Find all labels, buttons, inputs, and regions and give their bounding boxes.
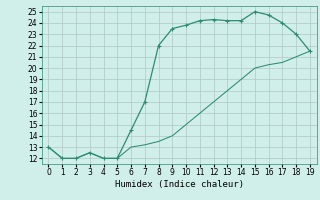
X-axis label: Humidex (Indice chaleur): Humidex (Indice chaleur) (115, 180, 244, 189)
